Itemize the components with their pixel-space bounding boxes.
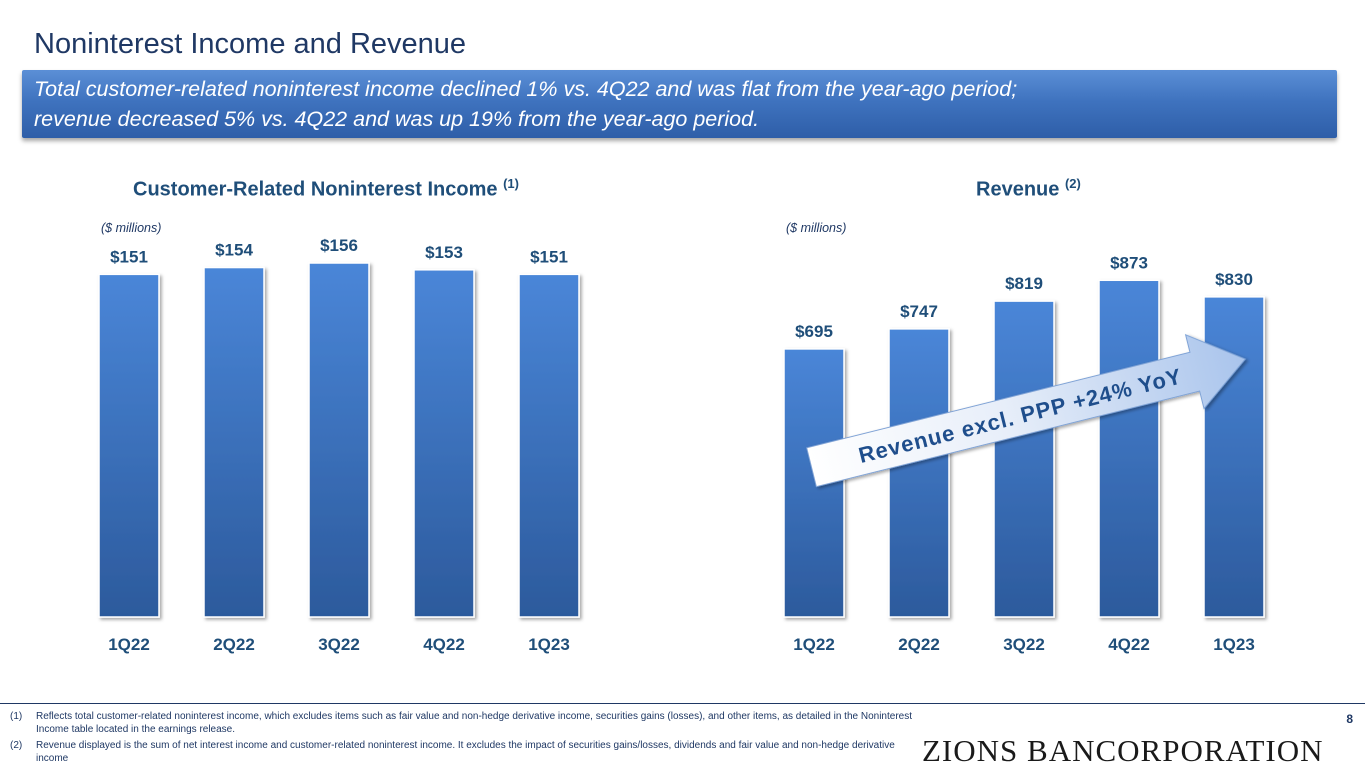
chart-title-revenue-text: Revenue <box>976 178 1060 201</box>
noninterest-data-label-1q23: $151 <box>530 247 568 266</box>
noninterest-category-label-1q23: 1Q23 <box>528 635 570 654</box>
units-noninterest: ($ millions) <box>101 221 162 235</box>
noninterest-bar-1q23 <box>518 273 580 618</box>
revenue-bar-3q22 <box>993 300 1055 618</box>
chart-title-noninterest-sup: (1) <box>503 176 519 191</box>
noninterest-data-label-2q22: $154 <box>215 241 253 260</box>
noninterest-category-label-4q22: 4Q22 <box>423 635 465 654</box>
revenue-data-label-1q22: $695 <box>795 322 833 341</box>
footnote-2-text: Revenue displayed is the sum of net inte… <box>36 740 895 764</box>
revenue-data-label-1q23: $830 <box>1215 270 1253 289</box>
headline-banner: Total customer-related noninterest incom… <box>22 70 1337 138</box>
footnotes: (1) Reflects total customer-related noni… <box>0 703 1365 768</box>
revenue-bar-2q22 <box>888 328 950 618</box>
noninterest-data-label-4q22: $153 <box>425 243 463 262</box>
chart-title-noninterest: Customer-Related Noninterest Income (1) <box>133 176 519 202</box>
revenue-category-label-1q23: 1Q23 <box>1213 635 1255 654</box>
noninterest-category-label-2q22: 2Q22 <box>213 635 255 654</box>
revenue-bar-4q22 <box>1098 279 1160 618</box>
noninterest-bar-1q22 <box>98 273 160 618</box>
noninterest-bar-3q22 <box>308 262 370 618</box>
revenue-category-label-3q22: 3Q22 <box>1003 635 1045 654</box>
revenue-bar-1q22 <box>783 348 845 618</box>
banner-line-2: revenue decreased 5% vs. 4Q22 and was up… <box>34 107 760 131</box>
noninterest-data-label-1q22: $151 <box>110 247 148 266</box>
zions-bancorporation-logo: ZIONS BANCORPORATION <box>922 733 1324 768</box>
noninterest-data-label-3q22: $156 <box>320 236 358 255</box>
page-title: Noninterest Income and Revenue <box>34 28 467 60</box>
revenue-category-label-1q22: 1Q22 <box>793 635 835 654</box>
units-revenue: ($ millions) <box>786 221 847 235</box>
revenue-data-label-3q22: $819 <box>1005 274 1043 293</box>
noninterest-category-label-3q22: 3Q22 <box>318 635 360 654</box>
noninterest-bar-2q22 <box>203 266 265 618</box>
footnote-1-number: (1) <box>10 711 23 722</box>
noninterest-bar-4q22 <box>413 269 475 618</box>
page-number: 8 <box>1346 712 1353 726</box>
revenue-trend-arrow-shape <box>806 333 1247 488</box>
revenue-category-label-4q22: 4Q22 <box>1108 635 1150 654</box>
chart-title-noninterest-text: Customer-Related Noninterest Income <box>133 178 498 201</box>
footnote-1-text: Reflects total customer-related noninter… <box>36 711 912 735</box>
revenue-bar-1q23 <box>1203 296 1265 618</box>
noninterest-category-label-1q22: 1Q22 <box>108 635 150 654</box>
revenue-category-label-2q22: 2Q22 <box>898 635 940 654</box>
chart-title-revenue-sup: (2) <box>1064 176 1081 191</box>
chart-title-revenue: Revenue (2) <box>976 176 1081 202</box>
banner-line-1: Total customer-related noninterest incom… <box>34 77 1018 101</box>
revenue-data-label-2q22: $747 <box>900 302 938 321</box>
revenue-data-label-4q22: $873 <box>1110 253 1148 272</box>
footnote-2-number: (2) <box>10 740 23 751</box>
